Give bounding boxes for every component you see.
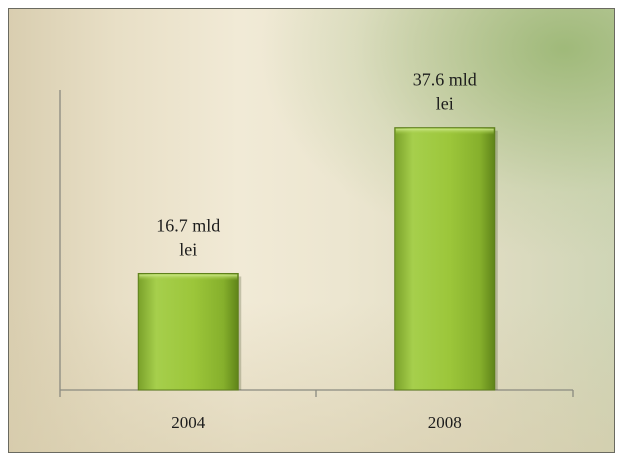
bar-2008 bbox=[394, 127, 496, 391]
bar-2004 bbox=[137, 272, 239, 391]
bar-highlight-2004 bbox=[139, 274, 238, 281]
chart-background bbox=[8, 8, 615, 453]
bar-highlight-2008 bbox=[395, 128, 494, 135]
data-label-2004: 16.7 mld lei bbox=[156, 215, 220, 259]
x-tick-label-2004: 2004 bbox=[171, 413, 206, 432]
data-label-2008: 37.6 mld lei bbox=[413, 70, 477, 114]
x-tick-label-2008: 2008 bbox=[428, 413, 462, 432]
